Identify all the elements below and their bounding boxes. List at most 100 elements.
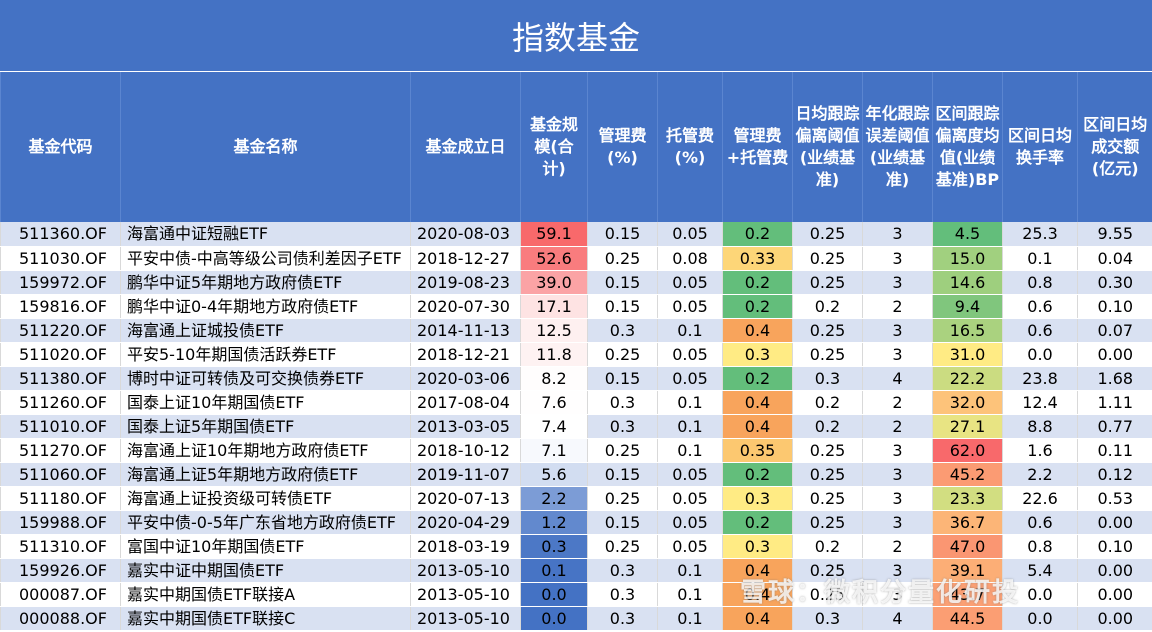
cell-mgmt-fee[interactable]: 0.25 (587, 342, 658, 367)
cell-name[interactable]: 海富通上证5年期地方政府债ETF (120, 462, 411, 487)
cell-daily-turnover[interactable]: 12.4 (1002, 390, 1078, 415)
cell-name[interactable]: 富国中证10年期国债ETF (120, 534, 411, 559)
cell-avg-deviation-bp[interactable]: 4.5 (932, 222, 1003, 247)
cell-daily-volume[interactable]: 0.53 (1077, 486, 1152, 511)
cell-avg-deviation-bp[interactable]: 31.0 (932, 342, 1003, 367)
cell-code[interactable]: 511220.OF (0, 318, 121, 343)
cell-daily-deviation-threshold[interactable]: 0.25 (792, 510, 863, 535)
cell-date[interactable]: 2020-07-30 (410, 294, 521, 319)
cell-annual-tracking-error-threshold[interactable]: 3 (862, 486, 933, 511)
cell-date[interactable]: 2019-08-23 (410, 270, 521, 295)
cell-daily-turnover[interactable]: 2.2 (1002, 462, 1078, 487)
cell-daily-volume[interactable]: 1.11 (1077, 390, 1152, 415)
header-daily-turnover[interactable]: 区间日均换手率 (1002, 72, 1078, 222)
cell-total-fee[interactable]: 0.4 (722, 558, 793, 583)
header-code[interactable]: 基金代码 (0, 72, 121, 222)
cell-date[interactable]: 2014-11-13 (410, 318, 521, 343)
cell-fund-size[interactable]: 59.1 (520, 222, 588, 247)
header-annual-tracking-error-threshold[interactable]: 年化跟踪误差阈值(业绩基准) (862, 72, 933, 222)
cell-annual-tracking-error-threshold[interactable]: 2 (862, 414, 933, 439)
cell-annual-tracking-error-threshold[interactable]: 3 (862, 558, 933, 583)
cell-fund-size[interactable]: 0.0 (520, 606, 588, 631)
cell-daily-turnover[interactable]: 22.6 (1002, 486, 1078, 511)
cell-custody-fee[interactable]: 0.05 (657, 462, 723, 487)
cell-avg-deviation-bp[interactable]: 16.5 (932, 318, 1003, 343)
cell-code[interactable]: 159816.OF (0, 294, 121, 319)
cell-daily-turnover[interactable]: 0.6 (1002, 294, 1078, 319)
cell-total-fee[interactable]: 0.4 (722, 606, 793, 631)
cell-daily-deviation-threshold[interactable]: 0.3 (792, 366, 863, 391)
cell-avg-deviation-bp[interactable]: 14.6 (932, 270, 1003, 295)
cell-annual-tracking-error-threshold[interactable]: 3 (862, 438, 933, 463)
cell-name[interactable]: 海富通中证短融ETF (120, 222, 411, 247)
cell-name[interactable]: 鹏华中证5年期地方政府债ETF (120, 270, 411, 295)
cell-date[interactable]: 2018-12-21 (410, 342, 521, 367)
cell-fund-size[interactable]: 17.1 (520, 294, 588, 319)
cell-daily-turnover[interactable]: 0.0 (1002, 606, 1078, 631)
cell-fund-size[interactable]: 0.1 (520, 558, 588, 583)
cell-daily-deviation-threshold[interactable]: 0.25 (792, 270, 863, 295)
cell-fund-size[interactable]: 7.4 (520, 414, 588, 439)
cell-date[interactable]: 2017-08-04 (410, 390, 521, 415)
cell-code[interactable]: 000088.OF (0, 606, 121, 631)
cell-custody-fee[interactable]: 0.1 (657, 582, 723, 607)
cell-total-fee[interactable]: 0.4 (722, 390, 793, 415)
cell-daily-turnover[interactable]: 8.8 (1002, 414, 1078, 439)
cell-annual-tracking-error-threshold[interactable]: 4 (862, 606, 933, 631)
header-custody-fee[interactable]: 托管费(%) (657, 72, 723, 222)
cell-code[interactable]: 511020.OF (0, 342, 121, 367)
cell-total-fee[interactable]: 0.2 (722, 510, 793, 535)
cell-fund-size[interactable]: 0.0 (520, 582, 588, 607)
cell-mgmt-fee[interactable]: 0.15 (587, 510, 658, 535)
cell-code[interactable]: 159972.OF (0, 270, 121, 295)
cell-date[interactable]: 2020-04-29 (410, 510, 521, 535)
cell-daily-turnover[interactable]: 25.3 (1002, 222, 1078, 247)
cell-avg-deviation-bp[interactable]: 23.3 (932, 486, 1003, 511)
cell-mgmt-fee[interactable]: 0.25 (587, 534, 658, 559)
cell-avg-deviation-bp[interactable]: 45.2 (932, 462, 1003, 487)
cell-date[interactable]: 2020-07-13 (410, 486, 521, 511)
cell-custody-fee[interactable]: 0.05 (657, 270, 723, 295)
cell-fund-size[interactable]: 5.6 (520, 462, 588, 487)
cell-total-fee[interactable]: 0.3 (722, 534, 793, 559)
cell-mgmt-fee[interactable]: 0.3 (587, 606, 658, 631)
cell-code[interactable]: 000087.OF (0, 582, 121, 607)
cell-custody-fee[interactable]: 0.1 (657, 558, 723, 583)
cell-annual-tracking-error-threshold[interactable]: 2 (862, 390, 933, 415)
cell-name[interactable]: 海富通上证10年期地方政府债ETF (120, 438, 411, 463)
cell-code[interactable]: 511260.OF (0, 390, 121, 415)
cell-fund-size[interactable]: 39.0 (520, 270, 588, 295)
cell-name[interactable]: 博时中证可转债及可交换债券ETF (120, 366, 411, 391)
cell-code[interactable]: 511360.OF (0, 222, 121, 247)
cell-date[interactable]: 2020-03-06 (410, 366, 521, 391)
cell-total-fee[interactable]: 0.4 (722, 414, 793, 439)
cell-annual-tracking-error-threshold[interactable]: 3 (862, 510, 933, 535)
cell-daily-deviation-threshold[interactable]: 0.25 (792, 246, 863, 271)
cell-avg-deviation-bp[interactable]: 44.5 (932, 606, 1003, 631)
cell-annual-tracking-error-threshold[interactable]: 3 (862, 246, 933, 271)
cell-daily-deviation-threshold[interactable]: 0.25 (792, 582, 863, 607)
cell-annual-tracking-error-threshold[interactable]: 3 (862, 462, 933, 487)
header-mgmt-fee[interactable]: 管理费(%) (587, 72, 658, 222)
cell-daily-volume[interactable]: 0.00 (1077, 606, 1152, 631)
cell-date[interactable]: 2013-05-10 (410, 582, 521, 607)
cell-daily-turnover[interactable]: 0.0 (1002, 582, 1078, 607)
cell-mgmt-fee[interactable]: 0.15 (587, 462, 658, 487)
cell-custody-fee[interactable]: 0.05 (657, 294, 723, 319)
cell-avg-deviation-bp[interactable]: 47.0 (932, 534, 1003, 559)
header-avg-deviation-bp[interactable]: 区间跟踪偏离度均值(业绩基准)BP (932, 72, 1003, 222)
cell-mgmt-fee[interactable]: 0.25 (587, 438, 658, 463)
cell-name[interactable]: 海富通上证投资级可转债ETF (120, 486, 411, 511)
cell-fund-size[interactable]: 12.5 (520, 318, 588, 343)
cell-fund-size[interactable]: 52.6 (520, 246, 588, 271)
header-daily-volume[interactable]: 区间日均成交额(亿元) (1077, 72, 1152, 222)
cell-custody-fee[interactable]: 0.1 (657, 318, 723, 343)
cell-daily-deviation-threshold[interactable]: 0.25 (792, 222, 863, 247)
cell-custody-fee[interactable]: 0.1 (657, 606, 723, 631)
cell-daily-turnover[interactable]: 1.6 (1002, 438, 1078, 463)
cell-total-fee[interactable]: 0.2 (722, 294, 793, 319)
cell-fund-size[interactable]: 0.3 (520, 534, 588, 559)
cell-annual-tracking-error-threshold[interactable]: 3 (862, 318, 933, 343)
header-inception-date[interactable]: 基金成立日 (410, 72, 521, 222)
cell-daily-volume[interactable]: 0.00 (1077, 582, 1152, 607)
